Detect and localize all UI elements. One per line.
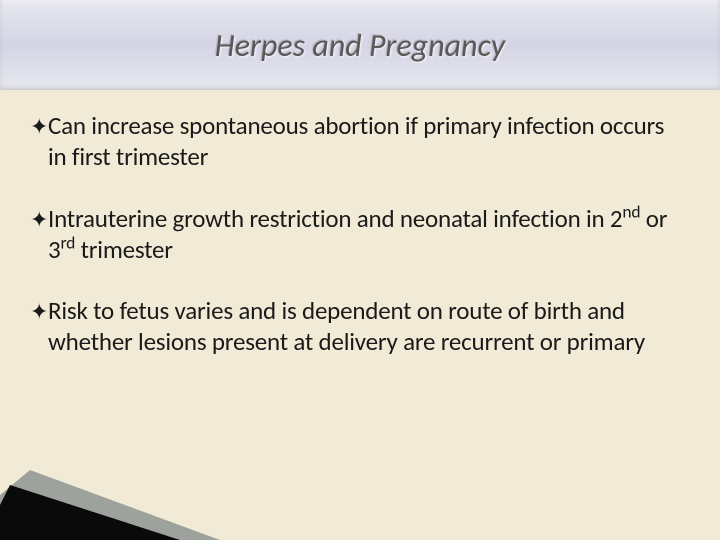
bullet-text-1: Can increase spontaneous abortion if pri… — [48, 110, 680, 173]
bullet-text-2: Intrauterine growth restriction and neon… — [48, 203, 680, 266]
bullet-icon: ✦ — [30, 295, 48, 325]
bullet-item: ✦ Can increase spontaneous abortion if p… — [30, 110, 680, 173]
bullet-item: ✦ Intrauterine growth restriction and ne… — [30, 203, 680, 266]
title-band: Herpes and Pregnancy — [0, 0, 720, 90]
bullet-icon: ✦ — [30, 110, 48, 140]
bullet-text-3: Risk to fetus varies and is dependent on… — [48, 295, 680, 358]
slide-title: Herpes and Pregnancy — [215, 26, 505, 65]
content-area: ✦ Can increase spontaneous abortion if p… — [0, 90, 720, 358]
bullet-item: ✦ Risk to fetus varies and is dependent … — [30, 295, 680, 358]
corner-accent-shape — [0, 470, 220, 540]
bullet-icon: ✦ — [30, 203, 48, 233]
